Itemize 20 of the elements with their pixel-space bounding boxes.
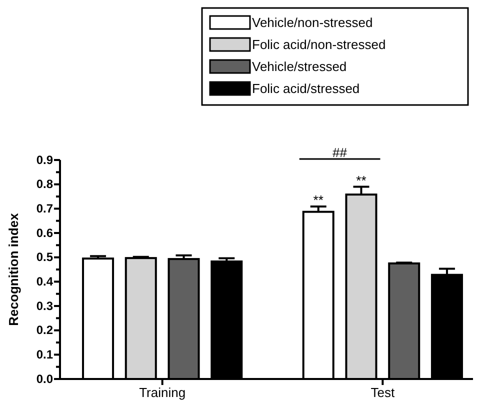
legend-label: Vehicle/non-stressed: [252, 15, 373, 30]
y-tick-label: 0.3: [36, 298, 54, 313]
legend-label: Folic acid/stressed: [252, 81, 360, 96]
y-tick-label: 0.6: [36, 226, 54, 240]
legend-label: Vehicle/stressed: [252, 59, 347, 74]
y-tick-label: 0.8: [36, 177, 54, 192]
y-tick-label: 0.0: [36, 372, 54, 386]
y-tick-label: 0.7: [36, 202, 54, 216]
text: ##: [332, 145, 348, 160]
y-axis-title: Recognition index: [6, 212, 21, 326]
y-tick-label: 0.2: [36, 323, 54, 338]
y-tick-label: 0.4: [36, 274, 54, 289]
annotation: **: [313, 192, 324, 208]
x-tick-label: Test: [370, 385, 395, 400]
x-tick-label: Training: [139, 385, 186, 400]
legend-label: Folic acid/non-stressed: [252, 37, 386, 52]
y-tick-label: 0.5: [36, 250, 54, 264]
y-tick-label: 0.9: [36, 152, 54, 167]
y-tick-label: 0.1: [36, 348, 54, 362]
annotation: **: [356, 172, 366, 188]
